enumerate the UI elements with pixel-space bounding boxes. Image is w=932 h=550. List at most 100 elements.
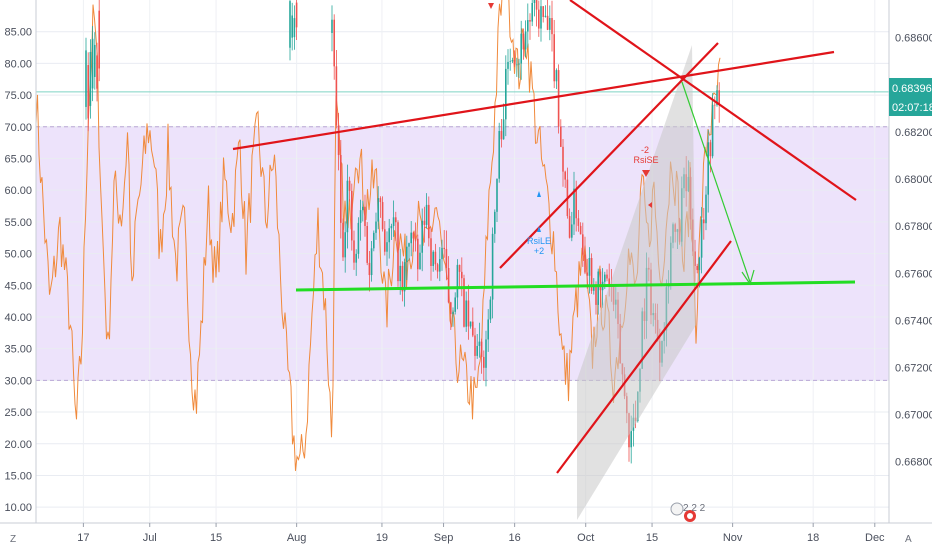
candle-body <box>476 345 478 356</box>
candle-body <box>579 225 582 235</box>
candle-body <box>447 268 450 303</box>
candle-body <box>513 60 516 65</box>
left-tick-label: 50.00 <box>4 249 32 261</box>
right-tick-label: 0.68200 <box>895 127 932 139</box>
candle-body <box>707 142 709 195</box>
signal-label-short: RsiSE <box>633 155 658 165</box>
countdown-label: 02:07:18 <box>892 102 932 114</box>
x-tick-label: Sep <box>434 532 454 544</box>
candle-body <box>401 265 404 292</box>
candle-body <box>469 321 472 327</box>
candle-body <box>370 248 373 276</box>
left-tick-label: 10.00 <box>4 502 32 514</box>
candle-body <box>474 335 476 356</box>
signal-label-long-count: +2 <box>534 246 544 256</box>
candle-body <box>362 206 364 211</box>
current-price-badge <box>889 78 932 98</box>
candle-body <box>571 224 573 238</box>
candle-body <box>351 190 353 241</box>
candle-body <box>524 31 527 50</box>
buy-marker <box>537 191 541 197</box>
right-tick-label: 0.67200 <box>895 363 932 375</box>
buy-marker <box>537 226 541 232</box>
candle-body <box>364 206 366 226</box>
candle-body <box>575 188 577 219</box>
candle-body <box>384 229 386 252</box>
candle-body <box>711 104 714 157</box>
left-tick-label: 70.00 <box>4 122 32 134</box>
left-tick-label: 40.00 <box>4 312 32 324</box>
candle-body <box>546 15 549 30</box>
candle-body <box>703 219 705 224</box>
x-tick-label: 16 <box>509 532 521 544</box>
candle-body <box>403 262 406 292</box>
candle-body <box>344 232 346 258</box>
candle-body <box>89 51 92 106</box>
candle-body <box>522 33 525 50</box>
candle-body <box>439 259 441 272</box>
candle-body <box>414 238 417 240</box>
candle-body <box>456 264 459 298</box>
candle-body <box>348 180 351 191</box>
candle-body <box>584 254 586 273</box>
candle-body <box>461 271 463 279</box>
candle-body <box>516 64 518 66</box>
sell-marker <box>488 3 494 9</box>
candle-body <box>485 339 487 368</box>
candle-body <box>428 204 430 239</box>
candle-body <box>410 232 412 244</box>
candle-body <box>379 198 382 203</box>
candle-body <box>608 278 610 285</box>
right-tick-label: 0.68000 <box>895 174 932 186</box>
timezone-corner-label: Z <box>10 534 16 545</box>
candle-body <box>568 216 571 238</box>
candle-body <box>441 247 443 260</box>
event-badge-label: 2 2 2 <box>683 503 706 514</box>
channel-fill <box>577 45 696 520</box>
candle-body <box>595 284 597 305</box>
candle-body <box>388 228 390 243</box>
x-tick-label: Dec <box>865 532 885 544</box>
candle-body <box>500 130 503 140</box>
candle-body <box>533 0 536 3</box>
candle-body <box>700 219 703 258</box>
x-tick-label: 17 <box>77 532 89 544</box>
x-tick-label: Nov <box>723 532 743 544</box>
candle-body <box>496 178 498 212</box>
left-tick-label: 45.00 <box>4 280 32 292</box>
candle-body <box>472 321 474 336</box>
candle-body <box>606 274 608 279</box>
candle-body <box>295 2 298 28</box>
candle-body <box>346 180 349 233</box>
economic-events-badge: 2 2 2 <box>670 502 706 522</box>
candle-body <box>498 130 500 179</box>
candle-body <box>553 34 555 82</box>
x-tick-label: 15 <box>210 532 222 544</box>
candle-body <box>399 265 401 282</box>
x-tick-label: 19 <box>376 532 388 544</box>
candle-body <box>375 221 377 233</box>
candle-body <box>289 1 291 48</box>
right-tick-label: 0.68600 <box>895 33 932 45</box>
candle-body <box>366 225 368 263</box>
left-tick-label: 25.00 <box>4 407 32 419</box>
candle-body <box>458 264 461 272</box>
candle-body <box>718 90 720 106</box>
candle-body <box>520 33 522 64</box>
x-tick-label: Oct <box>577 532 594 544</box>
support-line <box>295 280 856 292</box>
resistance-line <box>232 50 835 151</box>
candle-body <box>562 146 564 172</box>
auto-scale-label: A <box>905 534 912 545</box>
candle-body <box>452 311 454 315</box>
candle-body <box>555 70 558 82</box>
candle-body <box>340 154 342 223</box>
candle-body <box>373 232 375 249</box>
candle-body <box>564 171 566 180</box>
candle-body <box>709 142 712 157</box>
candle-body <box>582 234 584 255</box>
candle-body <box>489 299 492 320</box>
candle-body <box>586 272 588 276</box>
candle-body <box>465 300 467 327</box>
